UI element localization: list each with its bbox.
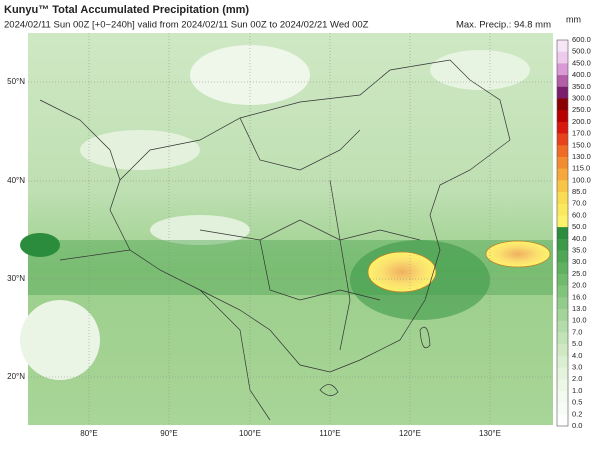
- colorbar-swatch: [557, 168, 568, 181]
- colorbar-label: 115.0: [572, 164, 590, 173]
- max-precip: Max. Precip.: 94.8 mm: [456, 20, 551, 31]
- colorbar-label: 50.0: [572, 222, 587, 231]
- colorbar-swatch: [557, 262, 568, 275]
- colorbar-label: 300.0: [572, 93, 591, 102]
- colorbar-label: 85.0: [572, 187, 587, 196]
- colorbar-label: 40.0: [572, 234, 587, 243]
- colorbar-swatch: [557, 332, 568, 345]
- colorbar-swatch: [557, 215, 568, 228]
- colorbar-swatch: [557, 133, 568, 146]
- colorbar-label: 5.0: [572, 339, 582, 348]
- subtitle: 2024/02/11 Sun 00Z [+0~240h] valid from …: [4, 20, 369, 31]
- colorbar-label: 7.0: [572, 327, 582, 336]
- colorbar-label: 100.0: [572, 175, 591, 184]
- colorbar-label: 0.5: [572, 398, 582, 407]
- colorbar-label: 25.0: [572, 269, 587, 278]
- colorbar-swatch: [557, 309, 568, 322]
- colorbar-swatch: [557, 110, 568, 123]
- colorbar-swatch: [557, 238, 568, 251]
- title: Kunyu™ Total Accumulated Precipitation (…: [4, 4, 249, 16]
- colorbar-label: 1.0: [572, 386, 582, 395]
- colorbar-label: 150.0: [572, 140, 591, 149]
- colorbar-label: 2.0: [572, 374, 582, 383]
- colorbar-swatch: [557, 203, 568, 216]
- colorbar-label: 16.0: [572, 292, 587, 301]
- colorbar-swatch: [557, 227, 568, 240]
- colorbar: 600.0 500.0 450.0 400.0 350.0 300.0 250.0 200.0…: [556, 35, 591, 430]
- colorbar-swatch: [557, 98, 568, 111]
- lon-label: 100°E: [239, 429, 261, 438]
- colorbar-label: 400.0: [572, 70, 591, 79]
- lon-label: 120°E: [399, 429, 421, 438]
- colorbar-swatch: [557, 156, 568, 169]
- colorbar-label: 30.0: [572, 257, 587, 266]
- colorbar-label: 70.0: [572, 199, 587, 208]
- unit: mm: [566, 14, 581, 24]
- colorbar-swatch: [557, 40, 568, 52]
- colorbar-swatch: [557, 51, 568, 64]
- colorbar-label: 3.0: [572, 362, 582, 371]
- colorbar-frame: [556, 39, 569, 427]
- lon-label: 110°E: [319, 429, 340, 438]
- colorbar-label: 10.0: [572, 316, 587, 325]
- colorbar-label: 450.0: [572, 58, 591, 67]
- colorbar-label: 500.0: [572, 47, 591, 56]
- colorbar-label: 20.0: [572, 281, 587, 290]
- colorbar-label: 130.0: [572, 152, 591, 161]
- colorbar-label: 0.0: [572, 421, 582, 430]
- map: [20, 33, 553, 425]
- lon-label: 80°E: [80, 429, 97, 438]
- colorbar-swatch: [557, 367, 568, 380]
- colorbar-label: 60.0: [572, 210, 587, 219]
- lon-label: 130°E: [479, 429, 501, 438]
- colorbar-label: 35.0: [572, 246, 587, 255]
- colorbar-swatch: [557, 121, 568, 134]
- colorbar-swatch: [557, 379, 568, 392]
- colorbar-swatch: [557, 320, 568, 333]
- colorbar-swatch: [557, 180, 568, 193]
- colorbar-label: 250.0: [572, 105, 591, 114]
- colorbar-label: 600.0: [572, 35, 591, 44]
- colorbar-label: 13.0: [572, 304, 587, 313]
- colorbar-label: 200.0: [572, 117, 591, 126]
- lat-label: 50°N: [7, 77, 25, 86]
- lat-label: 30°N: [7, 274, 25, 283]
- colorbar-swatch: [557, 344, 568, 357]
- lat-label: 40°N: [7, 176, 25, 185]
- graticule: 50°N 40°N 30°N 20°N 80°E 90°E 100°E 110°E 120°E 1…: [7, 33, 553, 438]
- colorbar-swatch: [557, 355, 568, 368]
- colorbar-label: 170.0: [572, 129, 591, 138]
- lon-label: 90°E: [160, 429, 177, 438]
- colorbar-swatch: [557, 390, 568, 403]
- colorbar-swatch: [557, 297, 568, 310]
- colorbar-swatch: [557, 273, 568, 286]
- colorbar-label: 4.0: [572, 351, 582, 360]
- colorbar-swatch: [557, 414, 568, 427]
- colorbar-swatch: [557, 63, 568, 76]
- colorbar-swatch: [557, 145, 568, 158]
- colorbar-label: 0.2: [572, 409, 582, 418]
- colorbar-label: 350.0: [572, 82, 591, 91]
- colorbar-swatch: [557, 86, 568, 99]
- lat-label: 20°N: [7, 372, 25, 381]
- colorbar-swatch: [557, 192, 568, 205]
- colorbar-swatch: [557, 75, 568, 88]
- colorbar-swatch: [557, 285, 568, 298]
- colorbar-swatch: [557, 402, 568, 415]
- colorbar-swatch: [557, 250, 568, 263]
